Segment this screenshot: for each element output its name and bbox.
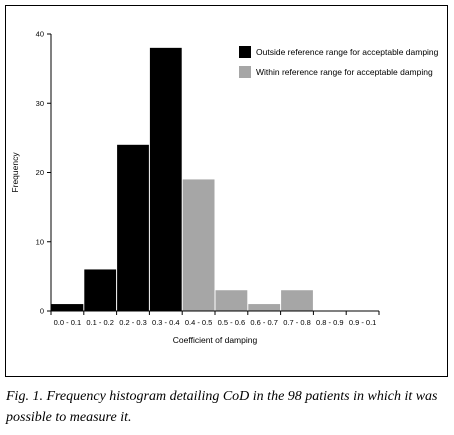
y-tick-label: 10 <box>36 237 44 246</box>
x-tick-label: 0.4 - 0.5 <box>185 318 213 327</box>
legend-swatch-within <box>239 66 251 78</box>
x-tick-label: 0.8 - 0.9 <box>316 318 344 327</box>
x-tick-label: 0.0 - 0.1 <box>54 318 82 327</box>
x-tick-label: 0.1 - 0.2 <box>86 318 114 327</box>
legend-swatch-outside <box>239 46 251 58</box>
figure-caption: Fig. 1. Frequency histogram detailing Co… <box>6 389 438 425</box>
x-tick-label: 0.5 - 0.6 <box>218 318 246 327</box>
y-tick-label: 30 <box>36 99 44 108</box>
x-tick-label: 0.2 - 0.3 <box>119 318 147 327</box>
y-axis-title: Frequency <box>10 152 20 193</box>
y-tick-label: 40 <box>36 30 44 39</box>
x-tick-label: 0.9 - 0.1 <box>349 318 377 327</box>
x-tick-label: 0.3 - 0.4 <box>152 318 180 327</box>
x-tick-label: 0.6 - 0.7 <box>250 318 278 327</box>
bars-group <box>51 47 313 311</box>
bar-0_7-0_8 <box>281 290 313 311</box>
y-tick-label: 20 <box>36 168 44 177</box>
legend: Outside reference range for acceptable d… <box>239 46 439 78</box>
x-tick-label: 0.7 - 0.8 <box>283 318 311 327</box>
bar-0_0-0_1 <box>51 304 84 311</box>
y-ticks-group: 0 10 20 30 40 <box>36 30 51 316</box>
bar-0_3-0_4 <box>149 47 182 311</box>
bar-0_1-0_2 <box>84 269 117 311</box>
y-tick-label: 0 <box>40 307 44 316</box>
bar-0_5-0_6 <box>215 290 248 311</box>
histogram-chart: 0 10 20 30 40 0.0 - 0.1 0.1 - 0.2 0.2 - 0.3 0.3… <box>10 30 439 346</box>
bar-0_6-0_7 <box>248 304 281 311</box>
x-ticks-group: 0.0 - 0.1 0.1 - 0.2 0.2 - 0.3 0.3 - 0.4 0.4 … <box>50 311 380 327</box>
x-axis-title: Coefficient of damping <box>173 335 258 345</box>
bar-0_2-0_3 <box>117 144 149 311</box>
figure-frame: 0 10 20 30 40 0.0 - 0.1 0.1 - 0.2 0.2 - 0.3 0.3… <box>5 5 448 377</box>
legend-label-outside: Outside reference range for acceptable d… <box>256 47 439 57</box>
bar-0_4-0_5 <box>182 179 215 311</box>
legend-label-within: Within reference range for acceptable da… <box>256 67 433 77</box>
